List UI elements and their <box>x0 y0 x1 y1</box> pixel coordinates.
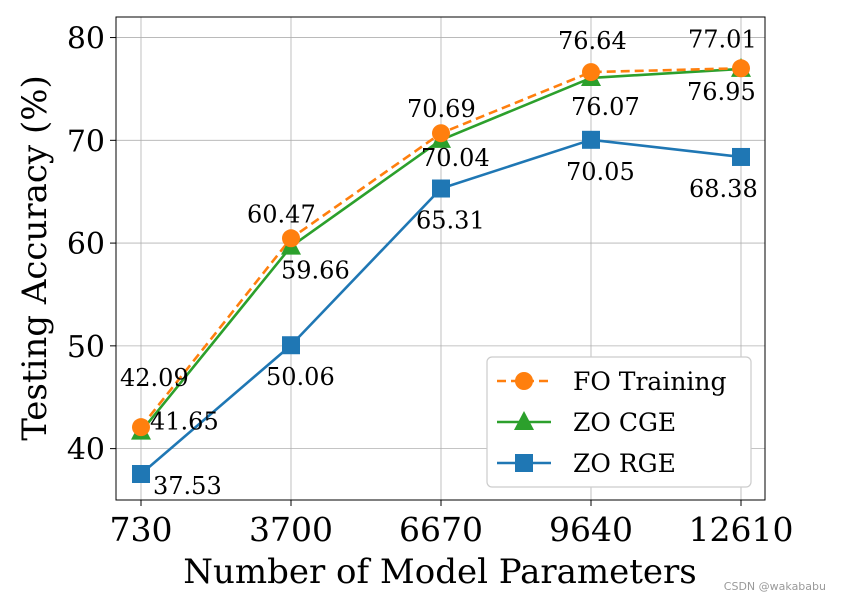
data-point <box>582 130 600 149</box>
x-tick-label: 730 <box>110 510 173 549</box>
data-point <box>132 465 150 484</box>
data-label: 68.38 <box>689 175 758 203</box>
data-label: 76.07 <box>571 93 640 121</box>
data-label: 70.04 <box>421 144 490 172</box>
data-label: 42.09 <box>120 364 189 392</box>
legend-marker <box>514 411 534 430</box>
x-axis-label: Number of Model Parameters <box>183 552 697 592</box>
data-point <box>732 147 750 166</box>
x-tick-label: 12610 <box>689 510 794 549</box>
x-tick-label: 3700 <box>249 510 333 549</box>
x-tick-label: 9640 <box>549 510 633 549</box>
data-label: 41.65 <box>150 408 219 436</box>
data-label: 60.47 <box>247 200 316 228</box>
y-axis-ticks: 40 50 60 70 80 <box>67 22 116 468</box>
data-label: 70.05 <box>566 158 635 186</box>
data-point <box>132 418 150 437</box>
data-point <box>282 229 300 248</box>
data-point <box>732 59 750 78</box>
data-labels: 42.09 60.47 70.69 76.64 77.01 41.65 59.66 70.04… <box>120 25 758 500</box>
data-point <box>282 336 300 355</box>
y-axis-label: Testing Accuracy (%) <box>15 75 55 441</box>
y-tick-label: 60 <box>67 227 105 262</box>
y-tick-label: 80 <box>67 22 105 57</box>
legend-box <box>486 356 752 488</box>
data-label: 70.69 <box>407 95 476 123</box>
series-markers <box>131 57 751 484</box>
data-point <box>582 63 600 82</box>
legend-marker <box>515 454 533 472</box>
legend-label: ZO RGE <box>573 449 676 478</box>
data-label: 59.66 <box>281 257 350 285</box>
legend-marker <box>515 372 533 390</box>
data-label: 37.53 <box>153 472 222 500</box>
legend-label: ZO CGE <box>573 408 676 437</box>
data-label: 77.01 <box>688 25 757 53</box>
data-point <box>432 124 450 143</box>
watermark-text: CSDN @wakababu <box>724 580 826 593</box>
legend-label: FO Training <box>573 367 727 396</box>
data-label: 76.64 <box>558 27 627 55</box>
data-point <box>432 179 450 198</box>
legend: FO Training ZO CGE ZO RGE <box>486 356 752 488</box>
data-label: 76.95 <box>687 78 756 106</box>
y-tick-label: 40 <box>67 433 105 468</box>
x-tick-label: 6670 <box>399 510 483 549</box>
data-label: 50.06 <box>266 363 335 391</box>
y-tick-label: 70 <box>67 124 105 159</box>
y-tick-label: 50 <box>67 330 105 365</box>
data-label: 65.31 <box>416 207 485 235</box>
x-axis-ticks: 730 3700 6670 9640 12610 <box>110 500 794 549</box>
